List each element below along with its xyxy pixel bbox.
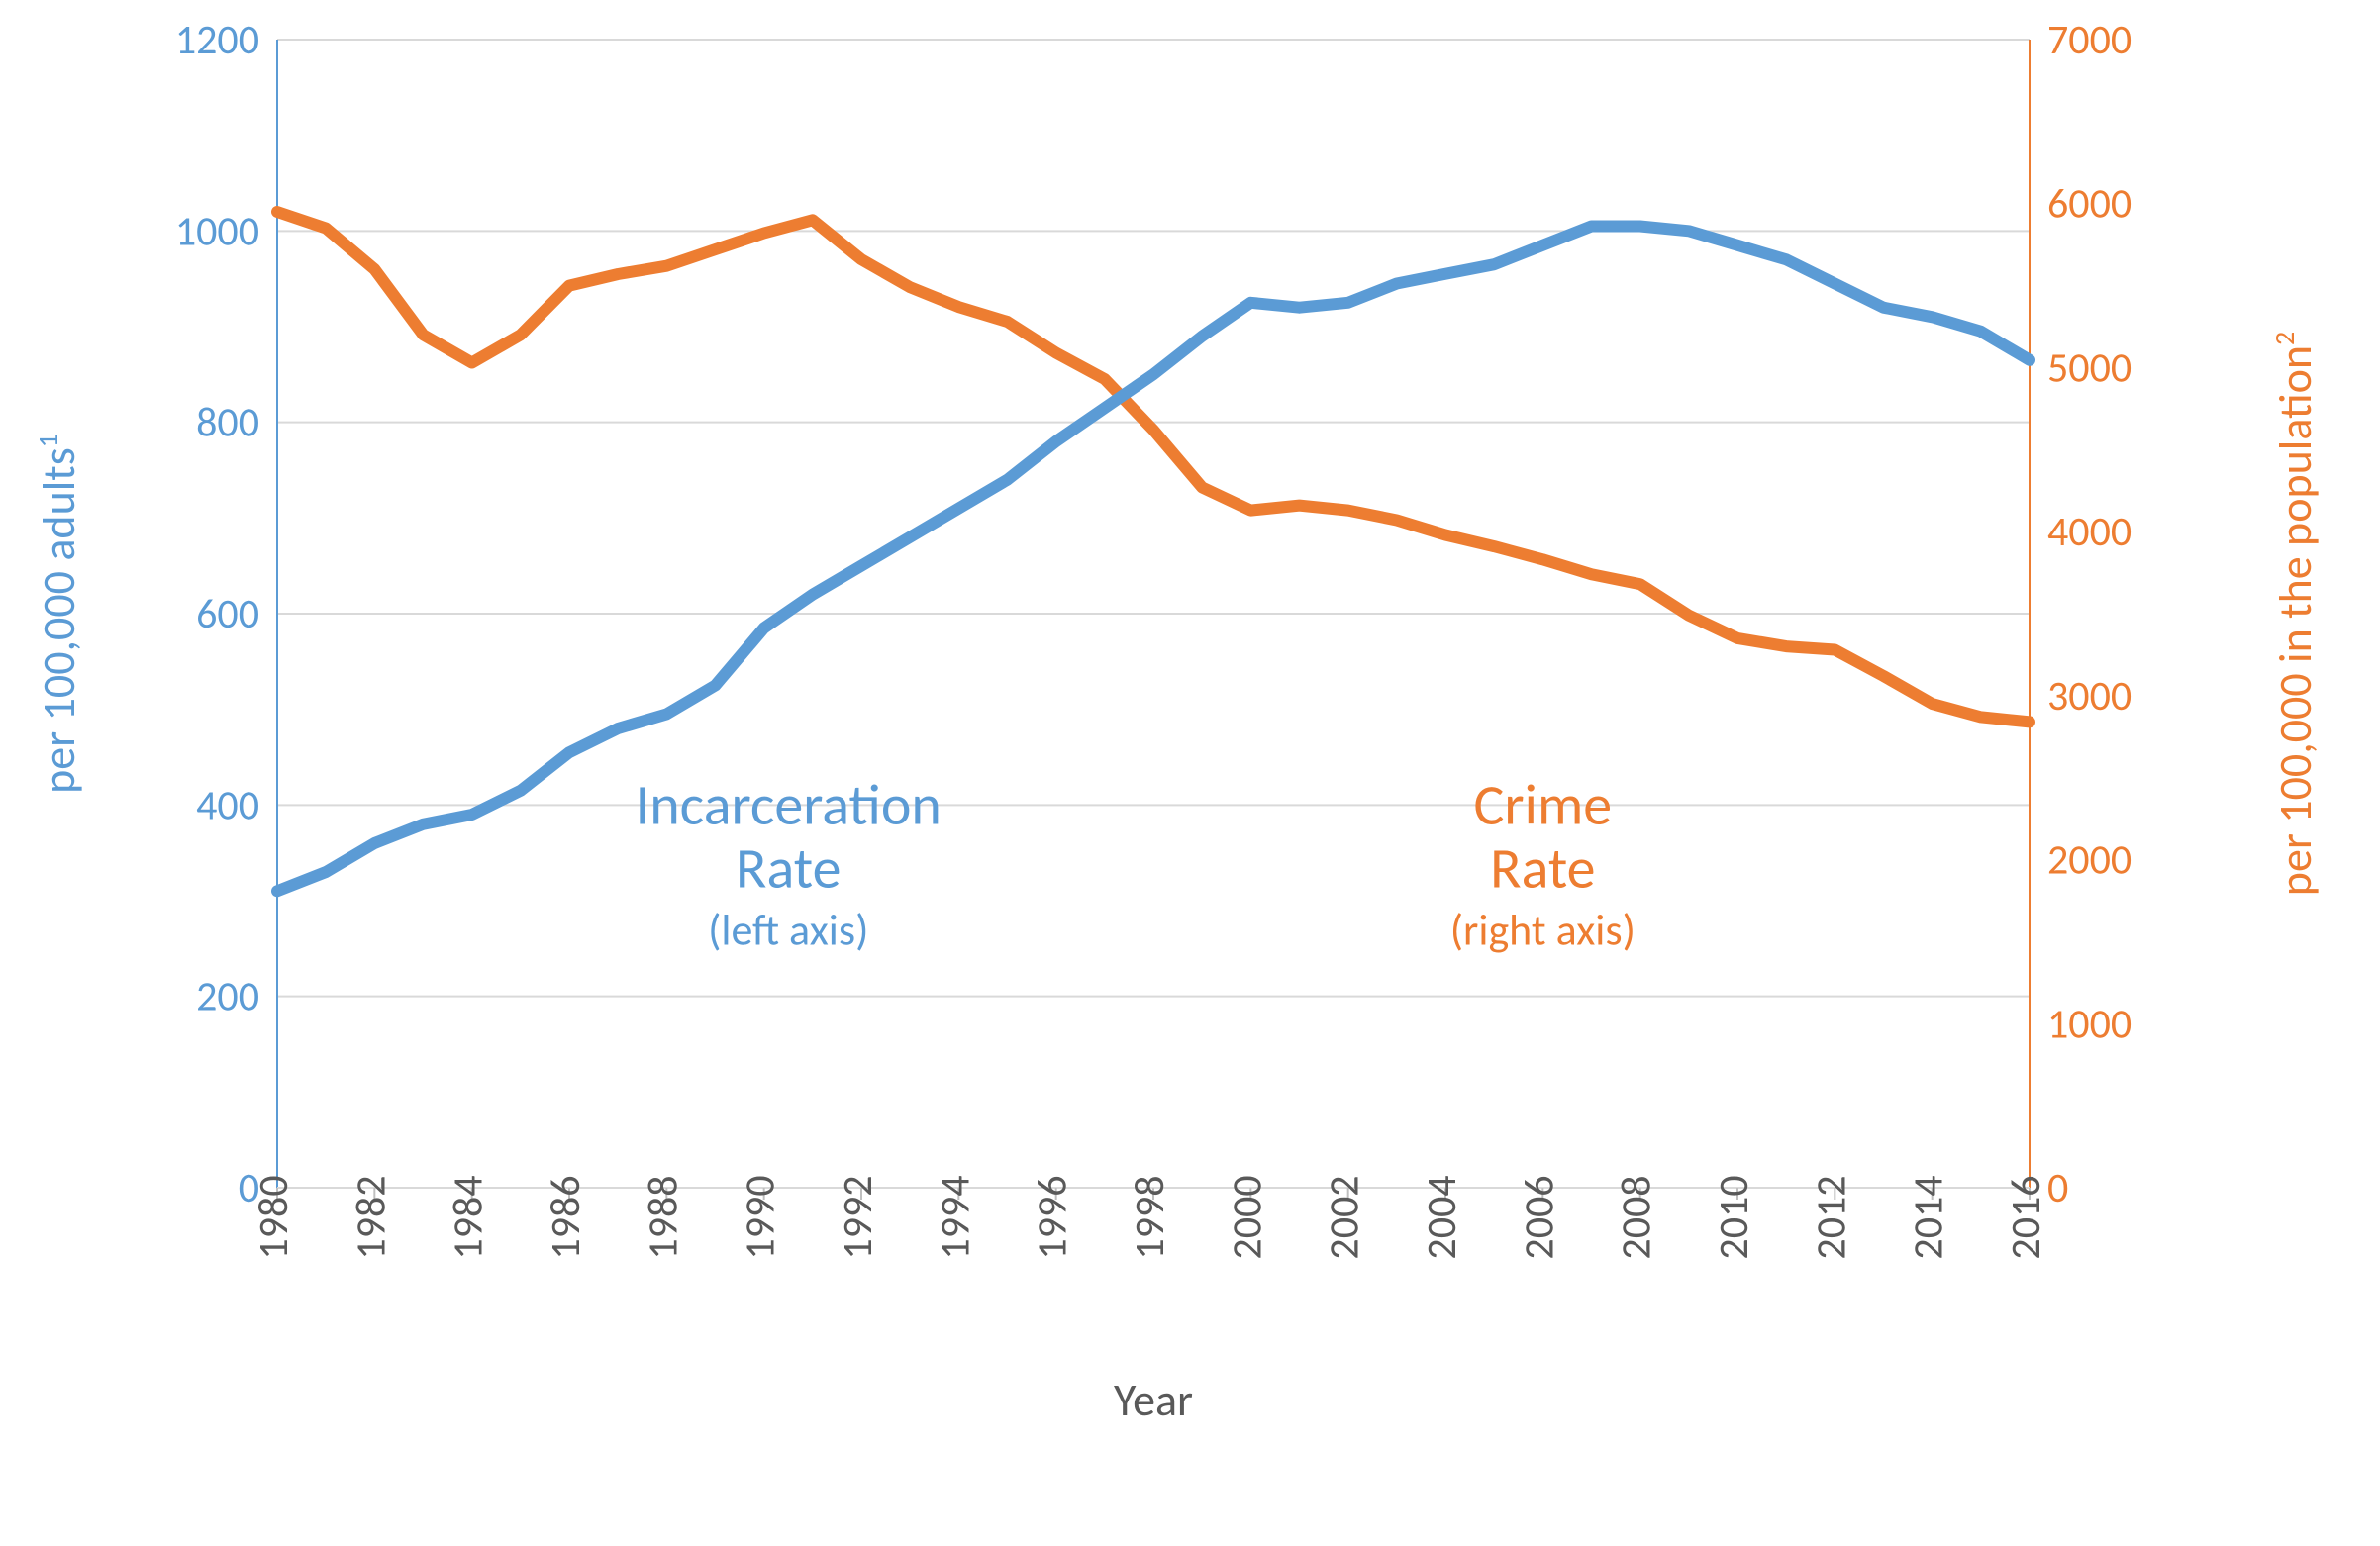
y-left-tick-label: 200 [196, 972, 259, 1022]
y-right-tick-label: 1000 [2047, 999, 2132, 1049]
y-right-axis-title: per 100,000 in the population2 [2267, 332, 2325, 896]
x-tick-label: 2008 [1612, 1175, 1662, 1259]
y-left-tick-label: 400 [196, 780, 259, 830]
y-right-tick-label: 6000 [2047, 179, 2132, 230]
x-tick-label: 2016 [2001, 1175, 2051, 1259]
x-tick-label: 1998 [1125, 1175, 1175, 1259]
series-crime-rate [277, 212, 2030, 722]
x-tick-label: 2014 [1904, 1175, 1954, 1259]
y-left-axis-title: per 100,000 adults1 [31, 434, 88, 794]
annotation-crime-line3: (right axis) [1450, 904, 1636, 957]
dual-axis-line-chart: 020040060080010001200per 100,000 adults1… [0, 0, 2380, 1546]
series-incarceration-rate [277, 227, 2030, 892]
x-tick-label: 2002 [1320, 1175, 1370, 1259]
y-right-axis: 01000200030004000500060007000 [2030, 15, 2132, 1213]
annotation-incarceration-line3: (left axis) [708, 904, 868, 957]
y-right-tick-label: 3000 [2047, 671, 2132, 722]
y-right-tick-label: 2000 [2047, 835, 2132, 886]
x-tick-label: 2006 [1514, 1175, 1564, 1259]
annotation-crime-line2: Rate [1490, 833, 1595, 904]
y-left-tick-label: 1200 [175, 15, 259, 65]
x-tick-label: 1994 [930, 1175, 980, 1259]
annotation-crime-line1: Crime [1474, 770, 1613, 840]
x-tick-label: 2012 [1806, 1175, 1856, 1259]
x-tick-label: 1990 [736, 1175, 786, 1259]
x-tick-label: 2004 [1417, 1175, 1467, 1259]
annotation-incarceration-line1: Incarceration [636, 770, 942, 840]
chart-container: 020040060080010001200per 100,000 adults1… [0, 0, 2380, 1546]
x-tick-label: 2010 [1709, 1175, 1759, 1259]
annotation-incarceration-line2: Rate [736, 833, 841, 904]
x-tick-label: 1984 [444, 1175, 494, 1259]
y-right-tick-label: 4000 [2047, 507, 2132, 557]
y-right-tick-label: 7000 [2047, 15, 2132, 65]
y-right-tick-label: 5000 [2047, 342, 2132, 393]
gridlines [277, 40, 2030, 997]
x-tick-label: 1982 [346, 1175, 396, 1259]
y-left-axis: 020040060080010001200 [175, 15, 277, 1213]
annotation-crime: CrimeRate(right axis) [1450, 770, 1636, 957]
x-tick-label: 1980 [248, 1175, 299, 1259]
y-left-tick-label: 600 [196, 589, 259, 639]
x-axis: 1980 1982 1984 1986 1988 1990 1992 1994 1996 1998… [248, 1175, 2051, 1428]
x-axis-title: Year [1114, 1373, 1193, 1428]
y-left-tick-label: 800 [196, 398, 259, 448]
x-tick-label: 2000 [1222, 1175, 1272, 1259]
x-tick-label: 1996 [1028, 1175, 1078, 1259]
x-tick-label: 1992 [833, 1175, 883, 1259]
annotation-incarceration: IncarcerationRate(left axis) [636, 770, 942, 957]
x-tick-label: 1988 [638, 1175, 688, 1259]
y-left-tick-label: 1000 [175, 206, 259, 256]
x-tick-label: 1986 [541, 1175, 591, 1259]
